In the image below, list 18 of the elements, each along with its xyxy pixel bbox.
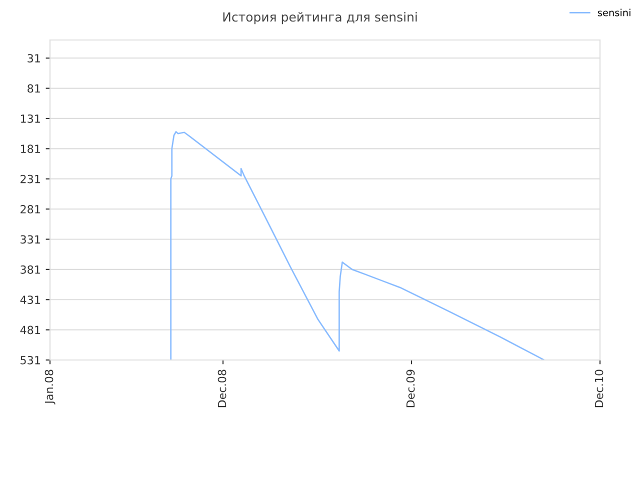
- x-tick-label: Dec.09: [406, 370, 415, 408]
- y-tick-label: 331: [20, 235, 40, 244]
- y-tick-label: 281: [20, 205, 40, 214]
- chart-title: История рейтинга для sensini: [223, 12, 417, 24]
- x-tick-label: Dec.08: [218, 370, 226, 408]
- y-tick-label: 381: [20, 265, 40, 274]
- y-tick-label: 31: [28, 54, 40, 62]
- y-tick-label: 431: [20, 296, 40, 304]
- x-tick-label: Jan.08: [44, 370, 56, 404]
- y-tick-label: 181: [20, 144, 40, 154]
- y-tick-label: 481: [20, 326, 40, 334]
- y-tick-label: 131: [20, 114, 40, 123]
- x-tick-label: Dec.10: [594, 370, 604, 408]
- y-tick-label: 531: [20, 356, 40, 364]
- line-series: [170, 131, 545, 360]
- y-tick-label: 231: [20, 174, 40, 184]
- y-tick-label: 81: [28, 84, 40, 93]
- legend-label: sensini: [598, 8, 630, 16]
